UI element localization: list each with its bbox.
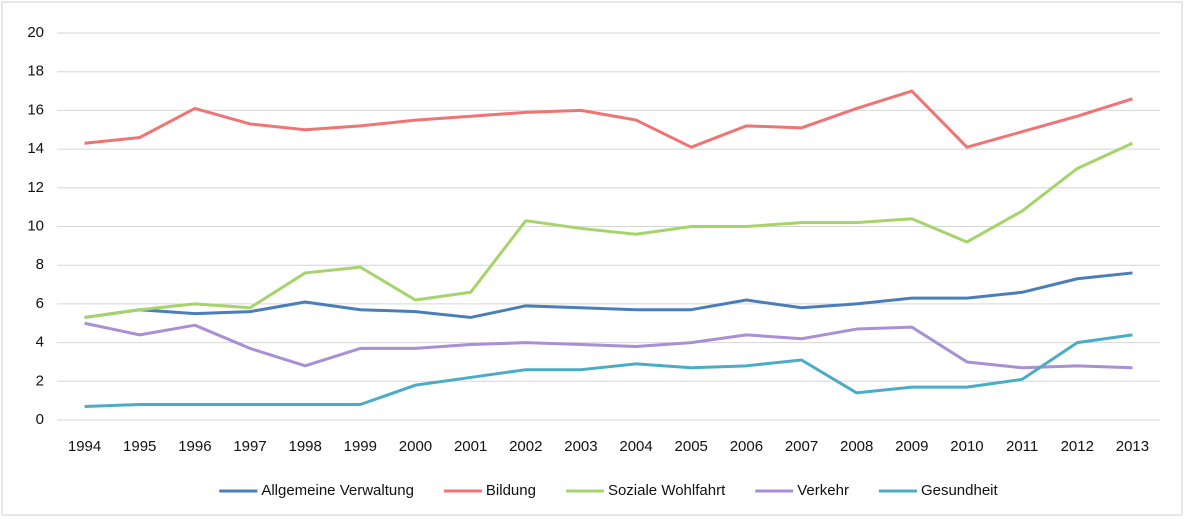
x-tick-label: 1999 bbox=[344, 438, 377, 455]
y-tick-label: 8 bbox=[36, 256, 44, 273]
y-tick-label: 4 bbox=[36, 334, 44, 351]
x-tick-label: 1997 bbox=[233, 438, 266, 455]
legend-label: Gesundheit bbox=[921, 482, 999, 499]
x-tick-label: 1994 bbox=[68, 438, 101, 455]
y-tick-label: 14 bbox=[27, 140, 44, 157]
x-tick-label: 2005 bbox=[675, 438, 708, 455]
y-tick-label: 10 bbox=[27, 217, 44, 234]
x-tick-label: 2013 bbox=[1116, 438, 1149, 455]
x-tick-label: 2001 bbox=[454, 438, 487, 455]
x-tick-label: 2011 bbox=[1006, 438, 1038, 455]
y-tick-label: 20 bbox=[27, 24, 44, 41]
x-tick-label: 2006 bbox=[730, 438, 763, 455]
x-tick-label: 1995 bbox=[123, 438, 156, 455]
x-tick-label: 1996 bbox=[178, 438, 211, 455]
x-tick-label: 1998 bbox=[288, 438, 321, 455]
y-tick-label: 12 bbox=[27, 179, 44, 196]
x-tick-label: 2009 bbox=[895, 438, 928, 455]
x-tick-label: 2003 bbox=[564, 438, 597, 455]
legend-label: Bildung bbox=[486, 482, 536, 499]
series-line bbox=[84, 141, 1134, 319]
x-tick-label: 2004 bbox=[619, 438, 652, 455]
series-line bbox=[84, 321, 1133, 370]
y-tick-label: 6 bbox=[36, 295, 44, 312]
series-line bbox=[84, 89, 1133, 149]
x-tick-label: 2000 bbox=[399, 438, 432, 455]
x-tick-label: 2002 bbox=[509, 438, 542, 455]
legend-label: Verkehr bbox=[797, 482, 849, 499]
y-tick-label: 16 bbox=[27, 101, 44, 118]
y-tick-label: 18 bbox=[27, 63, 44, 80]
x-tick-label: 2012 bbox=[1061, 438, 1094, 455]
legend-label: Soziale Wohlfahrt bbox=[608, 482, 726, 499]
y-tick-label: 0 bbox=[36, 411, 44, 428]
x-tick-label: 2010 bbox=[950, 438, 983, 455]
series-line bbox=[84, 333, 1133, 408]
series-line bbox=[84, 271, 1133, 319]
legend-label: Allgemeine Verwaltung bbox=[261, 482, 414, 499]
x-tick-label: 2008 bbox=[840, 438, 873, 455]
y-tick-label: 2 bbox=[36, 372, 44, 389]
x-tick-label: 2007 bbox=[785, 438, 818, 455]
